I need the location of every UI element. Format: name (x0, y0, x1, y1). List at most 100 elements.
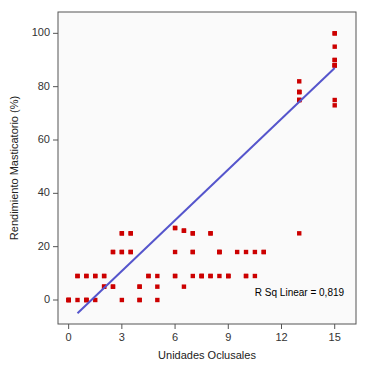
point (173, 226, 177, 230)
point (199, 274, 203, 278)
point (129, 231, 133, 235)
annotation: R Sq Linear = 0,819 (255, 287, 345, 298)
y-tick-label: 100 (32, 26, 50, 38)
point (173, 250, 177, 254)
point (208, 231, 212, 235)
y-axis-label: Rendimiento Masticatorio (%) (8, 96, 20, 240)
fit-line (78, 68, 335, 313)
point (75, 274, 79, 278)
point (66, 298, 70, 302)
point (111, 250, 115, 254)
point (297, 90, 301, 94)
y-tick-label: 60 (38, 133, 50, 145)
x-tick (228, 324, 229, 329)
point (84, 298, 88, 302)
y-tick-label: 40 (38, 186, 50, 198)
x-tick-label: 6 (172, 331, 178, 343)
y-tick (53, 33, 58, 34)
point (191, 250, 195, 254)
point (208, 231, 212, 235)
point (226, 274, 230, 278)
y-tick (53, 193, 58, 194)
point (146, 274, 150, 278)
x-tick-label: 9 (225, 331, 231, 343)
point (333, 31, 337, 35)
point (129, 250, 133, 254)
point (262, 250, 266, 254)
point (129, 231, 133, 235)
point (199, 274, 203, 278)
y-tick-label: 80 (38, 80, 50, 92)
point (244, 274, 248, 278)
point (244, 250, 248, 254)
x-tick (121, 324, 122, 329)
point (84, 298, 88, 302)
plot-frame (58, 12, 356, 324)
point (297, 90, 301, 94)
point (217, 250, 221, 254)
x-tick-label: 15 (329, 331, 341, 343)
point (226, 274, 230, 278)
y-tick-label: 0 (44, 293, 50, 305)
point (84, 298, 88, 302)
x-axis-label: Unidades Oclusales (158, 349, 256, 361)
point (75, 298, 79, 302)
x-tick (68, 324, 69, 329)
point (120, 231, 124, 235)
point (137, 298, 141, 302)
point (226, 274, 230, 278)
point (191, 231, 195, 235)
point (217, 250, 221, 254)
point (93, 274, 97, 278)
point (297, 79, 301, 83)
point (333, 63, 337, 67)
point (182, 228, 186, 232)
point (333, 63, 337, 67)
y-tick (53, 86, 58, 87)
chart: 02040608010003691215R Sq Linear = 0,819U… (0, 0, 370, 368)
x-tick (175, 324, 176, 329)
point (333, 58, 337, 62)
y-tick (53, 140, 58, 141)
point (66, 298, 70, 302)
point (155, 298, 159, 302)
point (155, 274, 159, 278)
point (182, 228, 186, 232)
point (66, 298, 70, 302)
point (173, 274, 177, 278)
point (208, 274, 212, 278)
marks (66, 31, 336, 313)
point (84, 274, 88, 278)
point (235, 250, 239, 254)
point (111, 284, 115, 288)
point (208, 274, 212, 278)
point (102, 274, 106, 278)
point (217, 274, 221, 278)
point (111, 284, 115, 288)
point (173, 226, 177, 230)
y-tick-label: 20 (38, 240, 50, 252)
plot-background (58, 12, 356, 324)
point (191, 250, 195, 254)
x-tick-label: 12 (275, 331, 287, 343)
point (333, 103, 337, 107)
point (137, 284, 141, 288)
scatter-points (66, 31, 336, 302)
x-tick-label: 3 (119, 331, 125, 343)
point (146, 274, 150, 278)
point (137, 298, 141, 302)
point (173, 274, 177, 278)
point (129, 250, 133, 254)
point (102, 274, 106, 278)
point (297, 90, 301, 94)
point (253, 274, 257, 278)
point (333, 63, 337, 67)
point (297, 231, 301, 235)
x-tick (334, 324, 335, 329)
point (66, 298, 70, 302)
point (333, 44, 337, 48)
y-tick (53, 300, 58, 301)
point (137, 284, 141, 288)
point (182, 284, 186, 288)
point (120, 298, 124, 302)
